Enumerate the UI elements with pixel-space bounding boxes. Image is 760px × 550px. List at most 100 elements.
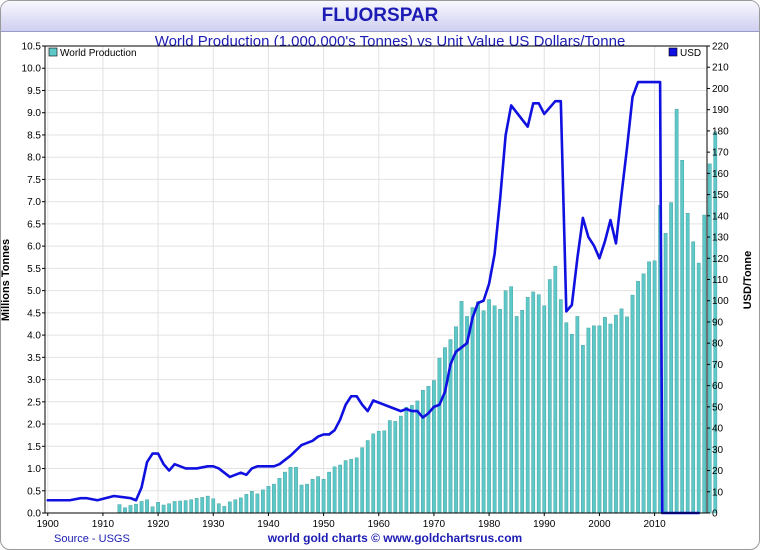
production-bar [222,506,227,514]
production-bar [194,498,199,514]
y-tick-label: 2.5 [27,397,41,408]
production-bar [183,500,188,514]
production-bars [117,108,718,514]
production-bar [492,305,497,514]
x-tick-label: 2000 [588,519,611,530]
production-bar [371,433,376,514]
y-tick-label: 4.5 [27,308,41,319]
production-bar [167,503,171,514]
production-bar [410,405,414,514]
production-bar [680,160,685,514]
plot-area [44,45,708,514]
production-bar [376,430,381,514]
production-bar [520,309,525,514]
production-bar [288,466,293,514]
y-tick-label: 7.0 [27,197,41,208]
x-tick-label: 1930 [202,519,225,530]
y2-tick-label: 140 [712,211,729,222]
credit-note: world gold charts © www.goldchartsrus.co… [267,531,522,545]
production-bar [156,502,160,514]
production-bar [277,478,282,514]
production-bar [465,316,469,514]
production-bar [498,309,502,514]
y2-tick-label: 100 [712,296,729,307]
y2-tick-label: 170 [712,148,729,159]
production-bar [134,503,138,514]
production-bar [189,499,194,514]
production-bar [294,466,298,514]
x-tick-label: 1980 [478,519,501,530]
y-tick-label: 0.0 [27,509,41,520]
y-tick-label: 9.5 [27,86,41,97]
production-bar [514,316,519,514]
production-bar [691,241,696,514]
production-bar [625,316,629,514]
y2-tick-label: 20 [712,466,724,477]
production-bar [305,483,309,514]
production-bar [150,506,155,514]
production-bar [592,325,596,514]
production-bar [299,484,304,514]
production-bar [531,291,536,514]
production-bar [382,430,387,514]
production-bar [255,493,260,514]
production-bar [614,314,618,514]
production-bar [216,503,221,514]
production-bar [205,495,210,514]
production-bar [581,345,585,514]
production-bar [426,386,431,514]
production-bar [597,325,602,514]
production-bar [674,108,679,514]
production-bar [261,489,265,514]
production-bar [547,279,552,514]
production-bar [685,213,690,514]
production-bar [398,415,403,514]
production-bar [316,476,320,514]
production-bar [553,265,558,514]
usd-series-line [46,80,701,515]
x-axis-ticks: 1900 1910 1920 1930 1940 1950 1960 1970 1980 1990… [37,513,666,530]
y2-axis-label: USD/Tonne [742,251,754,309]
legend-usd: USD [668,47,701,59]
y2-tick-label: 120 [712,254,729,265]
production-bar [117,504,122,514]
production-bar [145,499,149,514]
production-bar [272,483,276,514]
right-axis-ticks: 0 10 20 30 40 50 60 70 80 90 100 110 120 130 140 150 160… [707,42,729,520]
y-axis-label: Millions Tonnes [0,239,12,321]
y2-tick-label: 220 [712,42,729,53]
y2-tick-label: 10 [712,487,724,498]
production-bar [393,421,398,514]
production-bar [437,358,442,514]
production-bar [669,202,673,514]
production-bar [227,501,232,514]
production-bar [525,297,530,514]
x-tick-label: 2010 [643,519,666,530]
production-bar [558,299,563,514]
y2-tick-label: 180 [712,126,729,137]
production-bar [481,310,486,514]
y2-tick-label: 0 [712,509,718,520]
y-tick-label: 7.5 [27,175,41,186]
usd-line [46,80,701,515]
production-bar [619,308,624,514]
production-bar [233,499,238,514]
banner-title: FLUORSPAR [321,5,439,26]
y2-tick-label: 210 [712,63,729,74]
production-bar [172,501,177,514]
y2-tick-label: 70 [712,360,724,371]
y2-tick-label: 30 [712,445,724,456]
y-tick-label: 6.0 [27,242,41,253]
production-bar [487,299,491,514]
production-bar [476,301,480,514]
y-tick-label: 3.0 [27,375,41,386]
production-bar [365,440,370,514]
production-bar [696,262,701,514]
production-bar [641,273,646,514]
production-bar [387,420,392,514]
banner: FLUORSPAR [1,1,759,32]
production-bar [250,491,254,514]
legend-production-label: World Production [60,48,137,59]
production-bar [139,501,144,514]
